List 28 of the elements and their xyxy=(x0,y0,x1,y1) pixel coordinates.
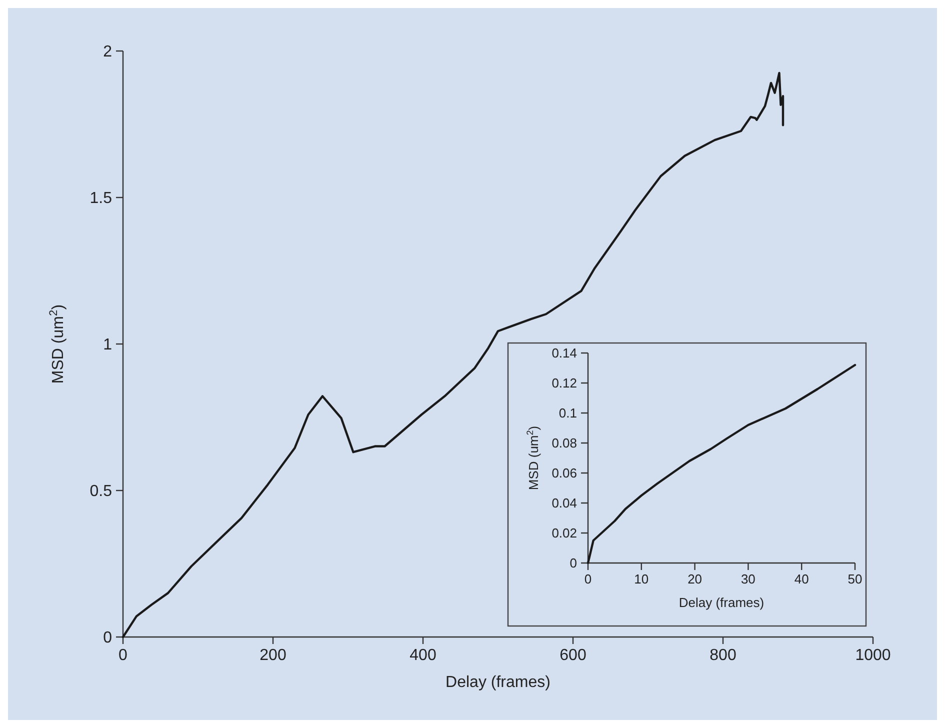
x-tick-label: 30 xyxy=(740,571,756,586)
x-tick-label: 600 xyxy=(560,646,586,664)
line-series xyxy=(122,72,784,638)
x-axis-title: Delay (frames) xyxy=(446,674,550,691)
y-tick-label: 0.14 xyxy=(552,346,577,361)
y-tick-label: 2 xyxy=(103,44,112,61)
x-tick-label: 1000 xyxy=(855,646,891,664)
x-tick-label: 0 xyxy=(118,646,128,664)
x-tick-label: 800 xyxy=(710,646,736,664)
x-tick-label: 0 xyxy=(584,571,592,586)
x-tick-label: 200 xyxy=(260,646,286,664)
y-tick-label: 1 xyxy=(103,336,112,354)
y-tick-label: 0.1 xyxy=(558,406,577,421)
x-axis-title: Delay (frames) xyxy=(678,595,764,610)
y-tick-label: 0 xyxy=(570,556,577,571)
x-tick-label: 50 xyxy=(848,571,862,586)
y-tick-label: 0.12 xyxy=(552,376,577,391)
y-tick-label: 0.06 xyxy=(552,466,577,481)
x-tick-label: 20 xyxy=(688,571,702,586)
y-tick-label: 0.5 xyxy=(90,483,112,500)
y-tick-label: 0 xyxy=(103,630,112,647)
y-tick-label: 0.04 xyxy=(552,496,577,511)
x-tick-label: 400 xyxy=(410,646,436,664)
x-tick-label: 40 xyxy=(794,571,809,586)
y-tick-label: 0.08 xyxy=(552,436,577,451)
y-tick-label: 1.5 xyxy=(90,190,112,208)
x-tick-label: 10 xyxy=(634,571,649,586)
y-tick-label: 0.02 xyxy=(552,526,577,541)
